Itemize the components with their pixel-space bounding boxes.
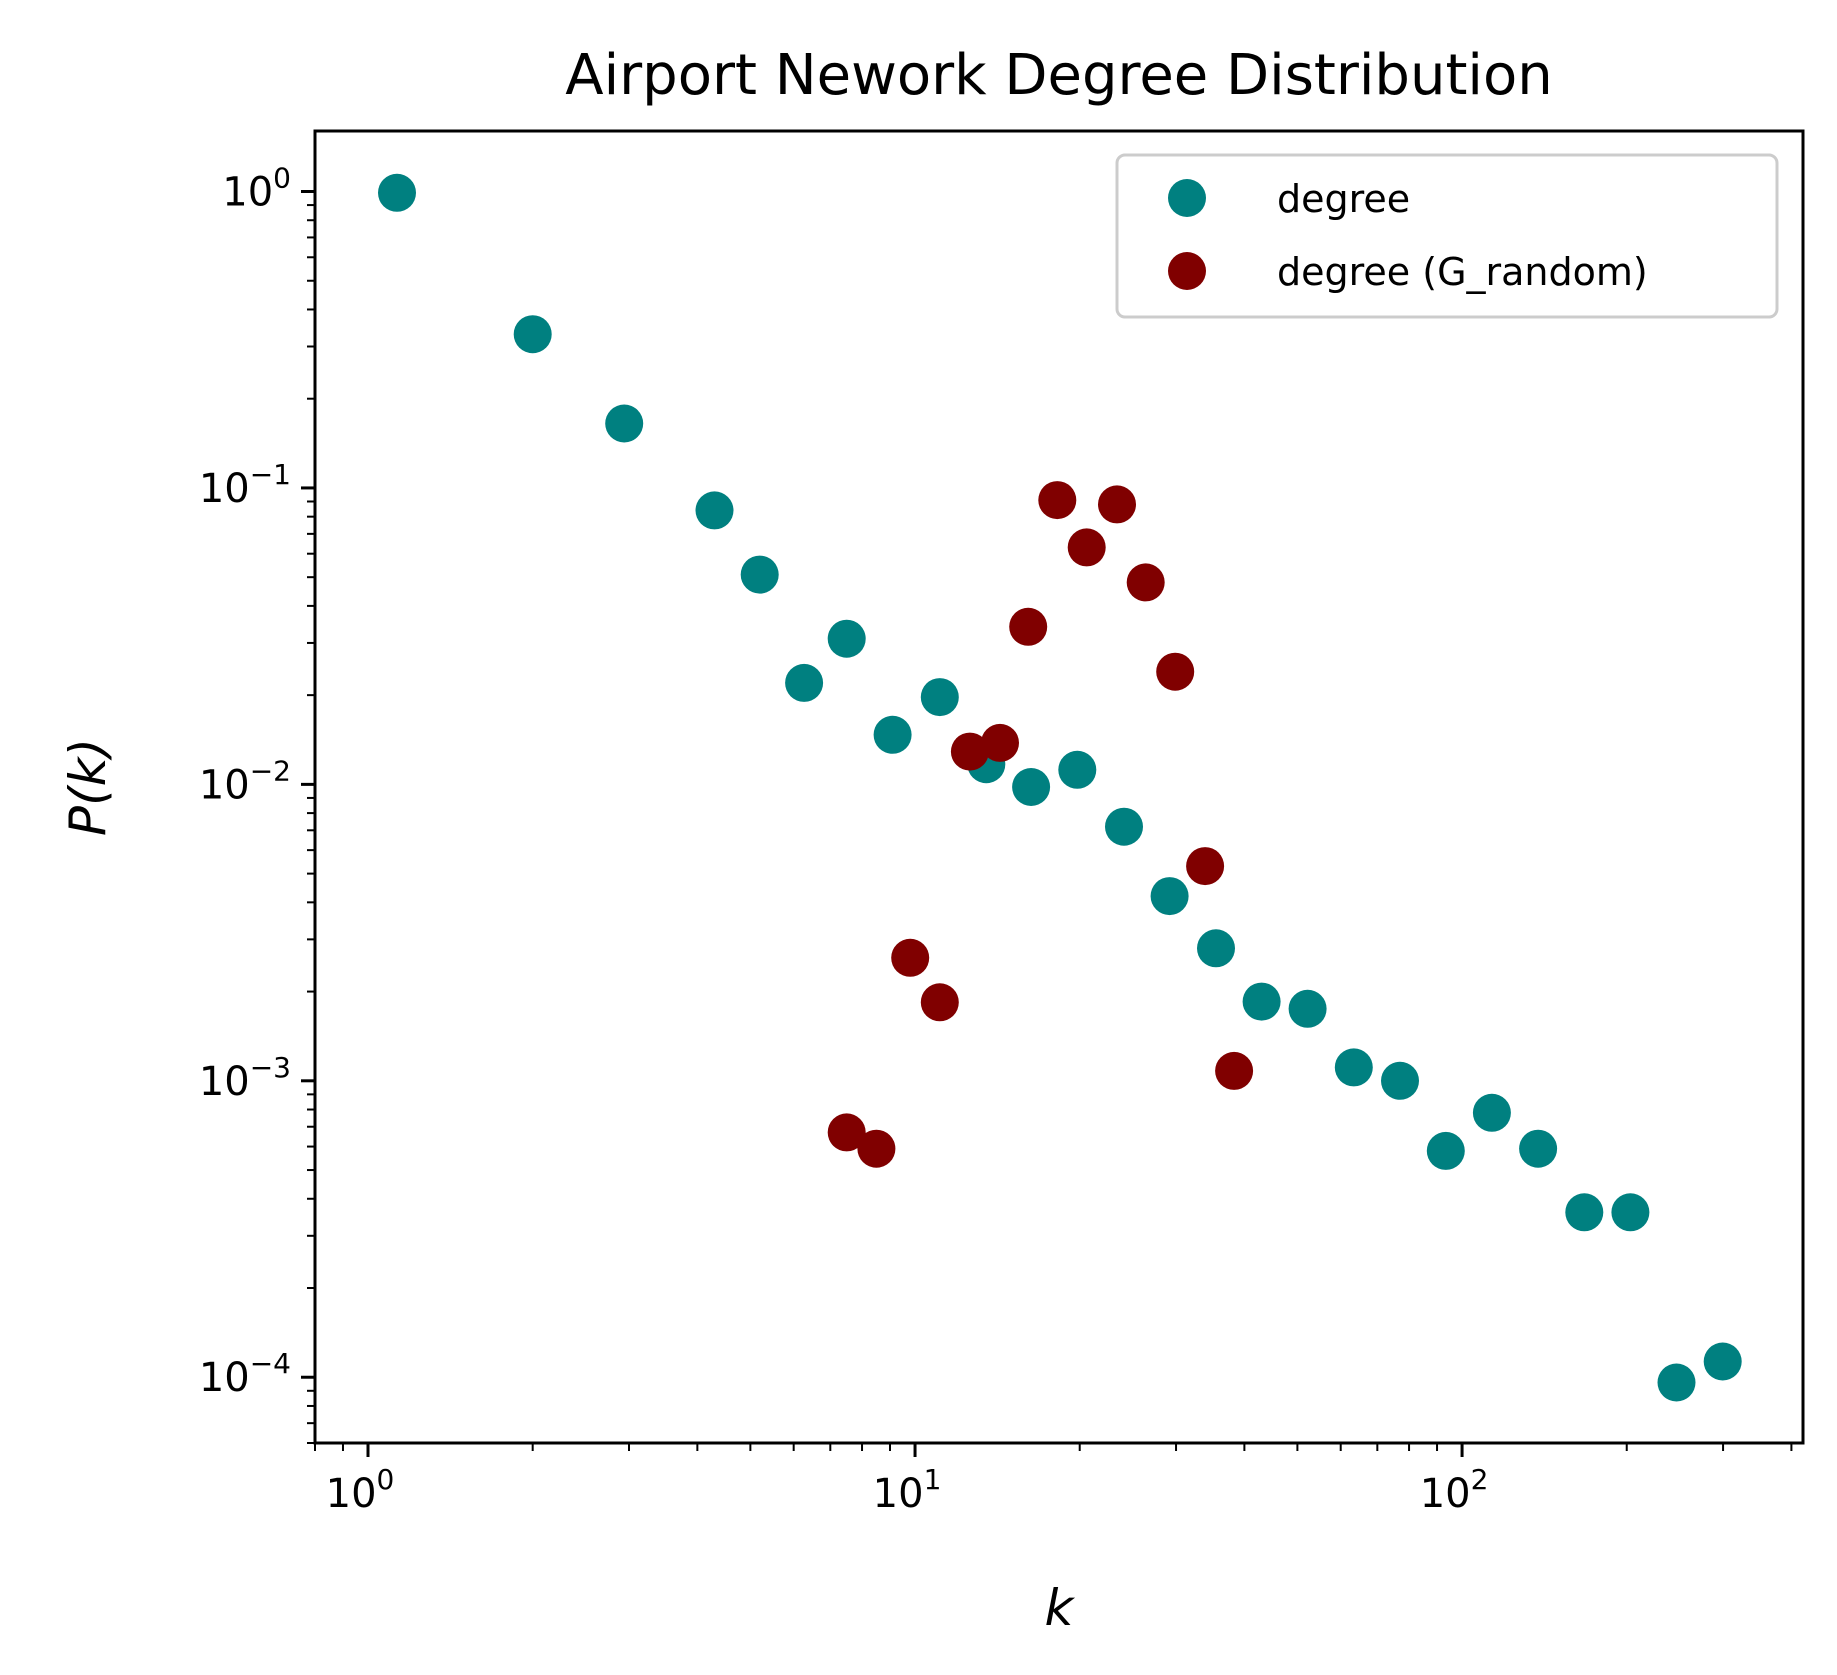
y-tick-label: 10−4: [199, 1347, 291, 1401]
data-point: [1126, 563, 1165, 602]
data-point: [1703, 1342, 1742, 1381]
data-point: [785, 663, 824, 702]
data-points: [378, 173, 1742, 1402]
data-point: [857, 1129, 896, 1168]
data-point: [950, 732, 989, 771]
data-point: [1426, 1131, 1465, 1170]
data-point: [1156, 652, 1195, 691]
data-point: [1098, 485, 1136, 524]
x-axis-ticks: 100 101 102: [326, 1443, 1489, 1517]
series-degree: [378, 173, 1742, 1402]
data-point: [695, 491, 734, 530]
data-point: [1611, 1193, 1650, 1232]
data-point: [827, 619, 866, 658]
data-point: [1150, 877, 1189, 916]
legend-label-degree-random: degree (G_random): [1277, 250, 1648, 294]
data-point: [1657, 1363, 1696, 1402]
legend: degree degree (G_random): [1115, 153, 1779, 319]
data-point: [378, 173, 416, 212]
plot-frame: [313, 129, 1805, 1445]
data-point: [1242, 982, 1281, 1021]
chart-title: Airport Nework Degree Distribution: [565, 43, 1552, 108]
data-point: [1186, 847, 1225, 886]
y-tick-label: 10−2: [199, 754, 291, 808]
data-point: [1105, 807, 1143, 846]
data-point: [1472, 1093, 1511, 1132]
data-point: [1334, 1048, 1373, 1087]
data-point: [1197, 929, 1235, 968]
data-point: [981, 723, 1019, 762]
y-axis-label: P(k): [59, 738, 117, 836]
legend-label-degree: degree: [1277, 177, 1410, 221]
legend-frame: [1115, 153, 1779, 319]
data-point: [1058, 750, 1097, 789]
x-tick-label: 101: [873, 1463, 942, 1517]
data-point: [891, 938, 930, 977]
y-tick-label: 10−1: [199, 458, 291, 512]
data-point: [1519, 1129, 1558, 1168]
data-point: [1038, 481, 1077, 520]
series-degree-random: [827, 481, 1254, 1168]
data-point: [873, 715, 912, 754]
data-point: [605, 404, 644, 443]
data-point: [740, 555, 779, 594]
data-point: [1565, 1193, 1604, 1232]
data-point: [1215, 1051, 1254, 1090]
x-axis-label: k: [1045, 1579, 1076, 1637]
x-tick-label: 100: [326, 1463, 395, 1517]
y-axis-ticks: 100 10−1 10−2 10−3 10−4: [199, 162, 315, 1401]
data-point: [1067, 528, 1106, 567]
data-point: [827, 1113, 866, 1152]
data-point: [920, 678, 959, 717]
data-point: [513, 315, 552, 354]
legend-marker-degree: [1168, 179, 1206, 217]
y-tick-label: 10−3: [199, 1051, 291, 1105]
data-point: [1288, 989, 1327, 1028]
x-tick-label: 102: [1420, 1463, 1489, 1517]
data-point: [1012, 768, 1051, 806]
data-point: [920, 983, 959, 1022]
data-point: [1381, 1061, 1419, 1100]
y-tick-label: 100: [222, 162, 291, 216]
legend-marker-degree-random: [1168, 252, 1206, 290]
data-point: [1009, 607, 1048, 646]
